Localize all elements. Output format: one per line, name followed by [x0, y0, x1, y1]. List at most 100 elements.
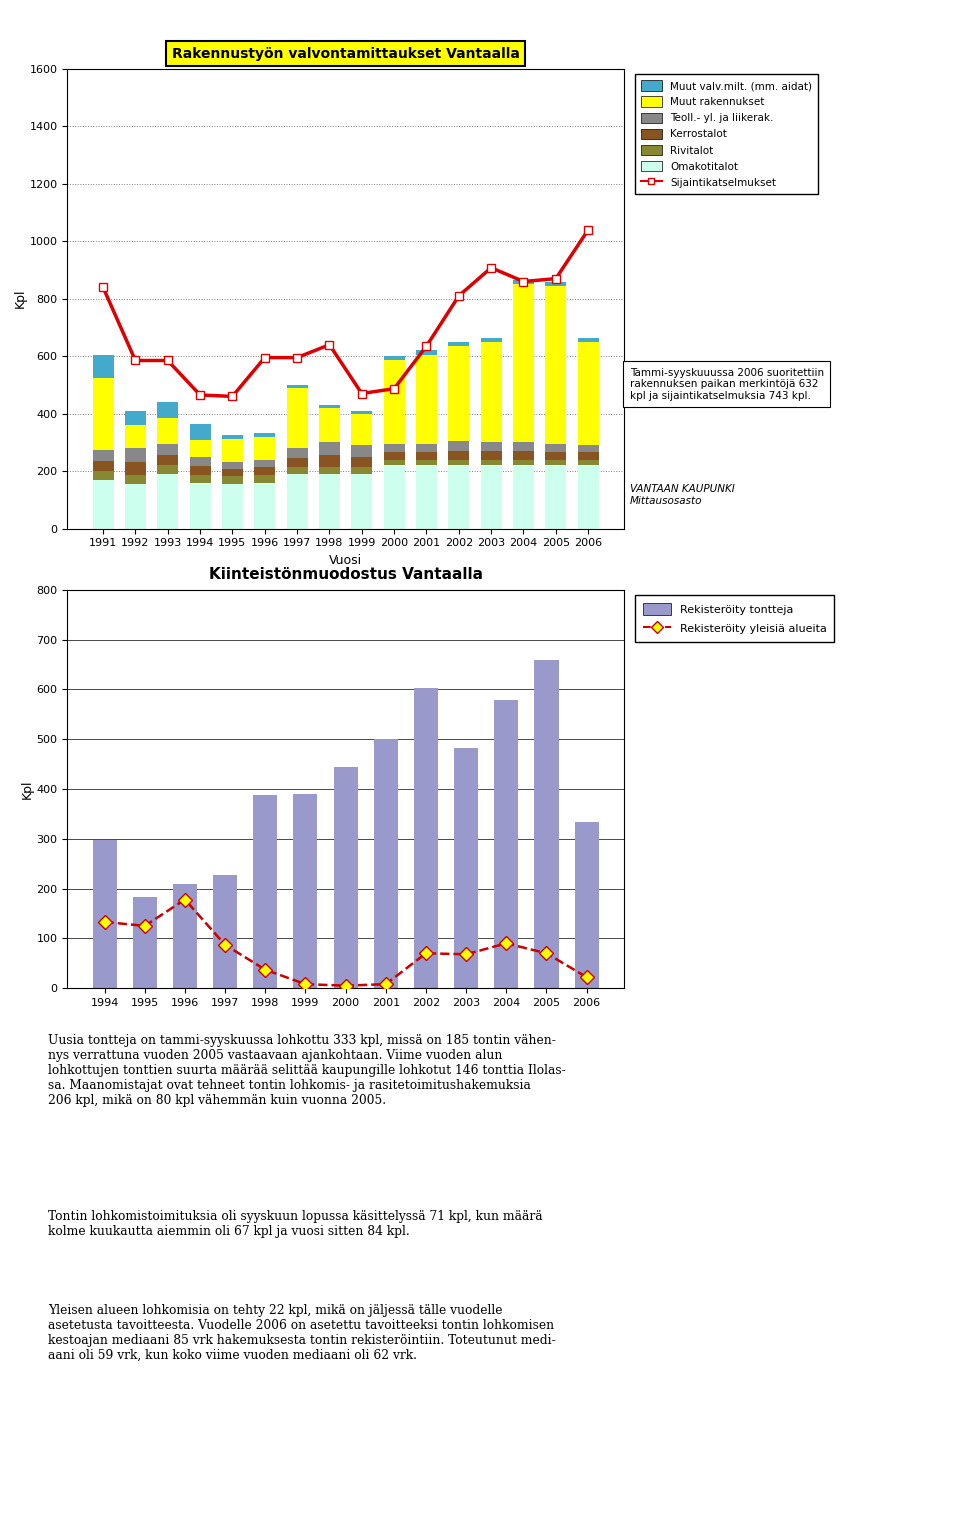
Bar	[384, 460, 404, 466]
Bar	[157, 473, 179, 529]
Bar	[416, 351, 437, 355]
Bar	[416, 444, 437, 452]
Bar	[578, 466, 599, 529]
Bar	[448, 342, 469, 346]
Bar	[319, 473, 340, 529]
Bar	[481, 460, 502, 466]
Bar	[578, 337, 599, 342]
Bar	[333, 766, 358, 988]
Bar	[157, 403, 179, 418]
Bar	[448, 466, 469, 529]
Bar	[92, 470, 113, 480]
Bar	[545, 460, 566, 466]
Y-axis label: Kpl: Kpl	[20, 780, 34, 798]
Bar	[416, 452, 437, 460]
Bar	[92, 461, 113, 470]
Title: Rakennustyön valvontamittaukset Vantaalla: Rakennustyön valvontamittaukset Vantaall…	[172, 47, 519, 61]
Bar	[481, 450, 502, 460]
Text: Uusia tontteja on tammi-syyskuussa lohkottu 333 kpl, missä on 185 tontin vähen-
: Uusia tontteja on tammi-syyskuussa lohko…	[48, 1034, 565, 1108]
Bar	[319, 467, 340, 473]
Bar	[319, 404, 340, 408]
Bar	[513, 285, 534, 443]
Bar	[513, 280, 534, 285]
Title: Kiinteistönmuodostus Vantaalla: Kiinteistönmuodostus Vantaalla	[208, 567, 483, 582]
Y-axis label: Kpl: Kpl	[13, 290, 27, 308]
Bar	[157, 455, 179, 466]
Bar	[222, 476, 243, 484]
Bar	[513, 466, 534, 529]
Bar	[189, 466, 210, 475]
Bar	[157, 466, 179, 473]
Bar	[125, 484, 146, 529]
Bar	[384, 357, 404, 360]
Bar	[414, 688, 438, 988]
Bar	[448, 346, 469, 441]
Bar	[481, 342, 502, 443]
Bar	[125, 475, 146, 484]
Bar	[481, 337, 502, 342]
Bar	[222, 435, 243, 438]
Bar	[92, 355, 113, 378]
Bar	[545, 444, 566, 452]
Bar	[384, 452, 404, 460]
Bar	[416, 466, 437, 529]
Bar	[351, 414, 372, 446]
Bar	[189, 457, 210, 466]
Bar	[189, 483, 210, 529]
Bar	[319, 455, 340, 467]
Bar	[287, 388, 307, 447]
Bar	[578, 452, 599, 460]
Bar	[189, 424, 210, 440]
Bar	[513, 443, 534, 450]
Legend: Rekisteröity tontteja, Rekisteröity yleisiä alueita: Rekisteröity tontteja, Rekisteröity ylei…	[636, 596, 834, 642]
Bar	[254, 460, 276, 467]
Bar	[575, 823, 599, 988]
Bar	[92, 378, 113, 449]
Bar	[351, 446, 372, 457]
Bar	[222, 461, 243, 469]
Bar	[545, 282, 566, 286]
Bar	[254, 434, 276, 437]
Bar	[222, 469, 243, 476]
Bar	[157, 418, 179, 444]
Bar	[157, 444, 179, 455]
Bar	[254, 437, 276, 460]
Bar	[254, 467, 276, 475]
X-axis label: Vuosi: Vuosi	[329, 553, 362, 567]
Bar	[351, 473, 372, 529]
Bar	[253, 795, 277, 988]
Bar	[92, 840, 116, 988]
Text: Yleisen alueen lohkomisia on tehty 22 kpl, mikä on jäljessä tälle vuodelle
asete: Yleisen alueen lohkomisia on tehty 22 kp…	[48, 1304, 556, 1362]
Bar	[294, 794, 318, 988]
Bar	[125, 447, 146, 463]
Bar	[416, 355, 437, 444]
Bar	[189, 440, 210, 457]
Bar	[578, 446, 599, 452]
Bar	[222, 484, 243, 529]
Bar	[287, 447, 307, 458]
Bar	[189, 475, 210, 483]
Bar	[222, 438, 243, 461]
Bar	[416, 460, 437, 466]
Bar	[448, 450, 469, 460]
Bar	[448, 460, 469, 466]
Bar	[384, 360, 404, 444]
Bar	[92, 449, 113, 461]
Bar	[125, 411, 146, 424]
Bar	[213, 875, 237, 988]
Bar	[545, 466, 566, 529]
Bar	[454, 748, 478, 988]
Bar	[287, 458, 307, 467]
Bar	[535, 659, 559, 988]
Bar	[481, 443, 502, 450]
Bar	[132, 898, 156, 988]
Bar	[254, 483, 276, 529]
Bar	[287, 385, 307, 388]
Bar	[513, 460, 534, 466]
Bar	[448, 441, 469, 450]
Bar	[481, 466, 502, 529]
Bar	[384, 466, 404, 529]
Bar	[287, 467, 307, 473]
Text: VANTAAN KAUPUNKI
Mittausosasto: VANTAAN KAUPUNKI Mittausosasto	[630, 484, 734, 506]
Bar	[125, 424, 146, 447]
